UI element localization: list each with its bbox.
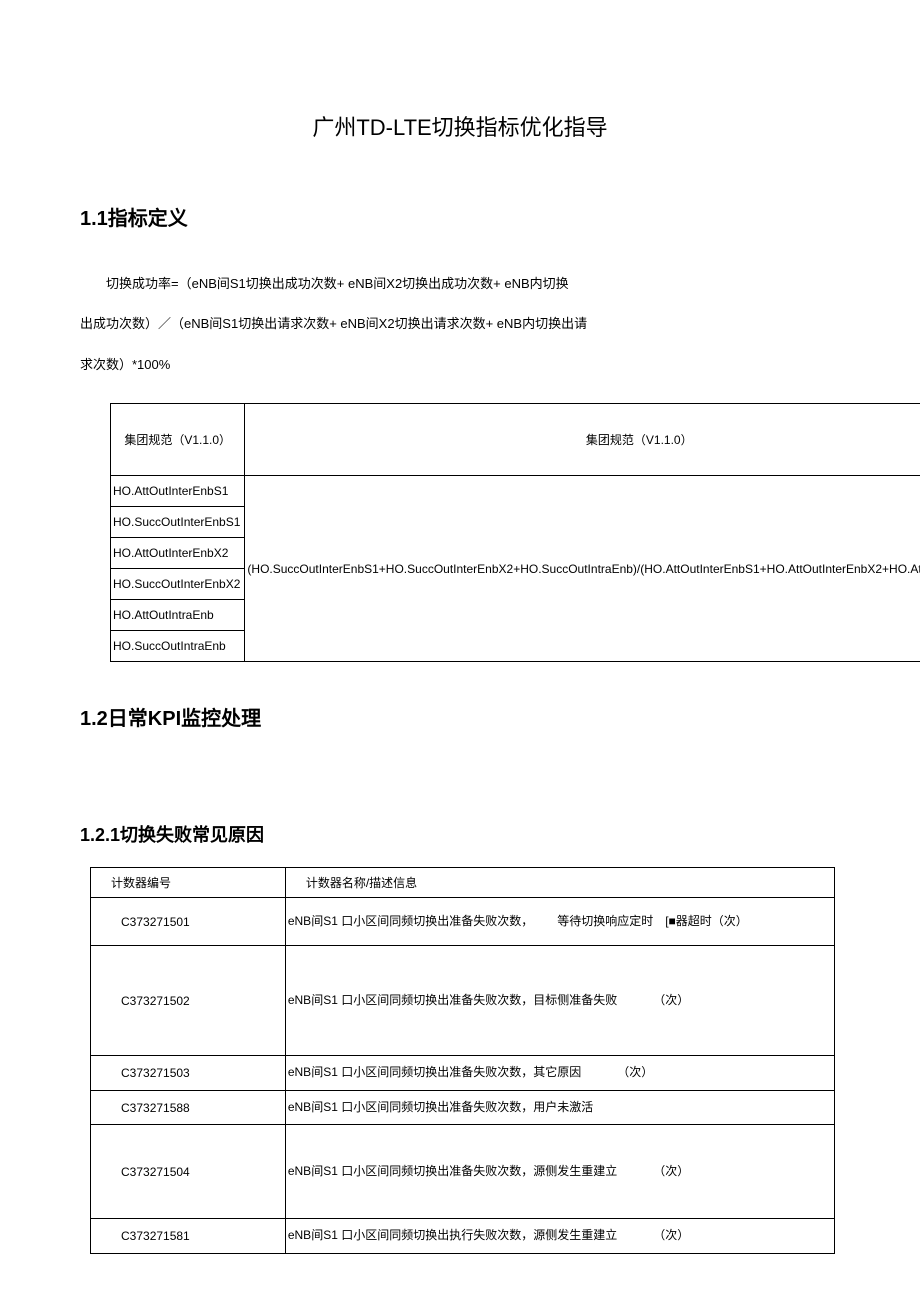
cell-counter-id: C373271502 bbox=[91, 946, 286, 1056]
counter-table: 计数器编号 计数器名称/描述信息 C373271501 eNB间S1 口小区间同… bbox=[90, 867, 835, 1254]
cell-counter-desc: eNB间S1 口小区间同频切换出准备失败次数，源侧发生重建立 （次） bbox=[285, 1125, 834, 1219]
cell-name: HO.SuccOutInterEnbX2 bbox=[111, 569, 245, 600]
table-row: C373271504 eNB间S1 口小区间同频切换出准备失败次数，源侧发生重建… bbox=[91, 1125, 835, 1219]
section-1-1-heading: 1.1指标定义 bbox=[80, 202, 840, 231]
table-2-container: 计数器编号 计数器名称/描述信息 C373271501 eNB间S1 口小区间同… bbox=[90, 867, 840, 1254]
cell-name: HO.AttOutInterEnbS1 bbox=[111, 476, 245, 507]
table-row: C373271501 eNB间S1 口小区间同频切换出准备失败次数， 等待切换响… bbox=[91, 898, 835, 946]
table-1-container: 集团规范（V1.1.0） 集团规范（V1.1.0） 600版本公式 对应600版… bbox=[110, 403, 840, 662]
cell-counter-desc: eNB间S1 口小区间同频切换出准备失败次数，其它原因 （次） bbox=[285, 1056, 834, 1091]
formula-line-1: 切换成功率=（eNB间S1切换出成功次数+ eNB间X2切换出成功次数+ eNB… bbox=[80, 266, 840, 302]
formula-line-3: 求次数）*100% bbox=[80, 347, 840, 383]
cell-counter-desc: eNB间S1 口小区间同频切换出准备失败次数， 等待切换响应定时 [■器超时（次… bbox=[285, 898, 834, 946]
table-header-row: 计数器编号 计数器名称/描述信息 bbox=[91, 868, 835, 898]
section-1-2-1-heading: 1.2.1切换失败常见原因 bbox=[80, 821, 840, 847]
th-spec1: 集团规范（V1.1.0） bbox=[111, 404, 245, 476]
cell-counter-desc: eNB间S1 口小区间同频切换出准备失败次数，目标侧准备失败 （次） bbox=[285, 946, 834, 1056]
cell-name: HO.SuccOutIntraEnb bbox=[111, 631, 245, 662]
cell-name: HO.AttOutIntraEnb bbox=[111, 600, 245, 631]
cell-merged-formula: (HO.SuccOutInterEnbS1+HO.SuccOutInterEnb… bbox=[245, 476, 920, 662]
th-counter-desc: 计数器名称/描述信息 bbox=[285, 868, 834, 898]
cell-counter-desc: eNB间S1 口小区间同频切换出执行失败次数，源侧发生重建立 （次） bbox=[285, 1219, 834, 1254]
cell-counter-id: C373271504 bbox=[91, 1125, 286, 1219]
cell-counter-id: C373271588 bbox=[91, 1090, 286, 1125]
table-row: C373271502 eNB间S1 口小区间同频切换出准备失败次数，目标侧准备失… bbox=[91, 946, 835, 1056]
cell-counter-id: C373271501 bbox=[91, 898, 286, 946]
cell-counter-desc: eNB间S1 口小区间同频切换出准备失败次数，用户未激活 bbox=[285, 1090, 834, 1125]
th-counter-id: 计数器编号 bbox=[91, 868, 286, 898]
table-header-row: 集团规范（V1.1.0） 集团规范（V1.1.0） 600版本公式 对应600版… bbox=[111, 404, 920, 476]
document-title: 广州TD-LTE切换指标优化指导 bbox=[80, 110, 840, 142]
table-row: C373271581 eNB间S1 口小区间同频切换出执行失败次数，源侧发生重建… bbox=[91, 1219, 835, 1254]
table-row: C373271588 eNB间S1 口小区间同频切换出准备失败次数，用户未激活 bbox=[91, 1090, 835, 1125]
cell-name: HO.AttOutInterEnbX2 bbox=[111, 538, 245, 569]
cell-name: HO.SuccOutInterEnbS1 bbox=[111, 507, 245, 538]
section-1-2-heading: 1.2日常KPI监控处理 bbox=[80, 702, 840, 731]
indicator-table: 集团规范（V1.1.0） 集团规范（V1.1.0） 600版本公式 对应600版… bbox=[110, 403, 920, 662]
formula-line-2: 出成功次数）／（eNB间S1切换出请求次数+ eNB间X2切换出请求次数+ eN… bbox=[80, 306, 840, 342]
cell-counter-id: C373271581 bbox=[91, 1219, 286, 1254]
table-row: HO.AttOutInterEnbS1 (HO.SuccOutInterEnbS… bbox=[111, 476, 920, 507]
th-spec2: 集团规范（V1.1.0） bbox=[245, 404, 920, 476]
table-row: C373271503 eNB间S1 口小区间同频切换出准备失败次数，其它原因 （… bbox=[91, 1056, 835, 1091]
cell-counter-id: C373271503 bbox=[91, 1056, 286, 1091]
